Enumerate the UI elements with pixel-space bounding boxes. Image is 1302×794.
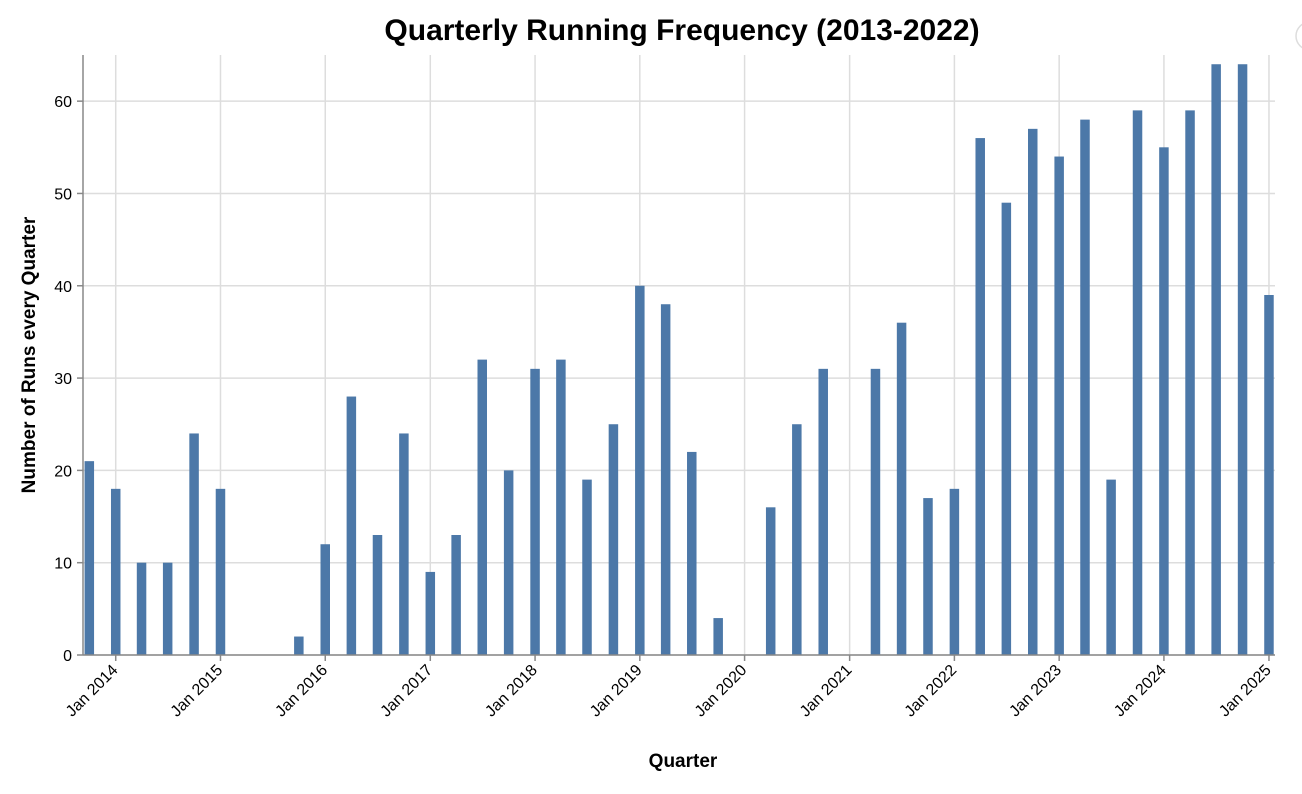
bar <box>215 488 226 655</box>
bar <box>372 535 383 655</box>
x-tick-label: Jan 2017 <box>378 662 437 721</box>
bar <box>136 562 147 655</box>
bar <box>713 618 723 655</box>
x-tick-label: Jan 2022 <box>902 662 961 721</box>
bar <box>1080 119 1090 656</box>
bar <box>530 368 540 655</box>
bar <box>582 479 592 655</box>
bar <box>896 322 907 655</box>
bar <box>1185 110 1195 655</box>
bar <box>110 488 121 655</box>
bar <box>1001 202 1012 655</box>
bar <box>503 470 514 655</box>
y-axis-title: Number of Runs every Quarter <box>19 216 40 493</box>
x-tick-label: Jan 2014 <box>63 662 122 721</box>
bar <box>870 368 881 655</box>
bar <box>162 562 173 655</box>
bar <box>1159 147 1169 656</box>
x-tick-label: Jan 2023 <box>1006 662 1065 721</box>
bar <box>477 359 487 655</box>
bar <box>818 368 828 655</box>
bar <box>765 507 776 655</box>
bar <box>294 636 304 655</box>
bar <box>608 424 619 655</box>
actions-menu-button[interactable] <box>1295 22 1302 50</box>
y-tick-label: 0 <box>63 648 72 665</box>
bar <box>556 359 566 655</box>
bar <box>84 461 95 655</box>
bar <box>1054 156 1064 656</box>
bar <box>1028 128 1038 655</box>
x-tick-label: Jan 2019 <box>587 662 646 721</box>
y-tick-label: 60 <box>54 94 72 111</box>
bar <box>687 451 697 655</box>
bar <box>346 396 357 655</box>
x-tick-label: Jan 2025 <box>1216 662 1275 721</box>
bar <box>1132 110 1143 655</box>
bar <box>189 433 199 655</box>
x-axis-title: Quarter <box>649 751 718 772</box>
bar <box>660 304 671 655</box>
bar <box>975 138 985 656</box>
y-tick-label: 10 <box>54 556 72 573</box>
bar <box>1211 64 1221 655</box>
bar <box>1264 295 1274 655</box>
bars <box>84 64 1274 656</box>
chart-title: Quarterly Running Frequency (2013-2022) <box>384 14 979 47</box>
y-tick-label: 50 <box>54 186 72 203</box>
x-tick-label: Jan 2018 <box>482 662 541 721</box>
x-tick-label: Jan 2015 <box>168 662 227 721</box>
bar <box>1237 64 1248 655</box>
x-tick-label: Jan 2016 <box>272 662 331 721</box>
x-tick-label: Jan 2021 <box>797 662 856 721</box>
bar <box>635 285 645 655</box>
bar <box>425 571 436 655</box>
y-tick-label: 40 <box>54 279 72 296</box>
bar <box>949 488 960 655</box>
bar <box>399 433 409 655</box>
bar <box>1106 479 1116 655</box>
bar <box>923 498 933 655</box>
y-tick-label: 30 <box>54 371 72 388</box>
x-tick-label: Jan 2020 <box>692 662 751 721</box>
bar <box>451 535 461 655</box>
x-tick-label: Jan 2024 <box>1111 662 1170 721</box>
bar <box>792 424 802 655</box>
gridlines <box>83 55 1275 656</box>
bar <box>320 544 330 655</box>
y-tick-label: 20 <box>54 463 72 480</box>
